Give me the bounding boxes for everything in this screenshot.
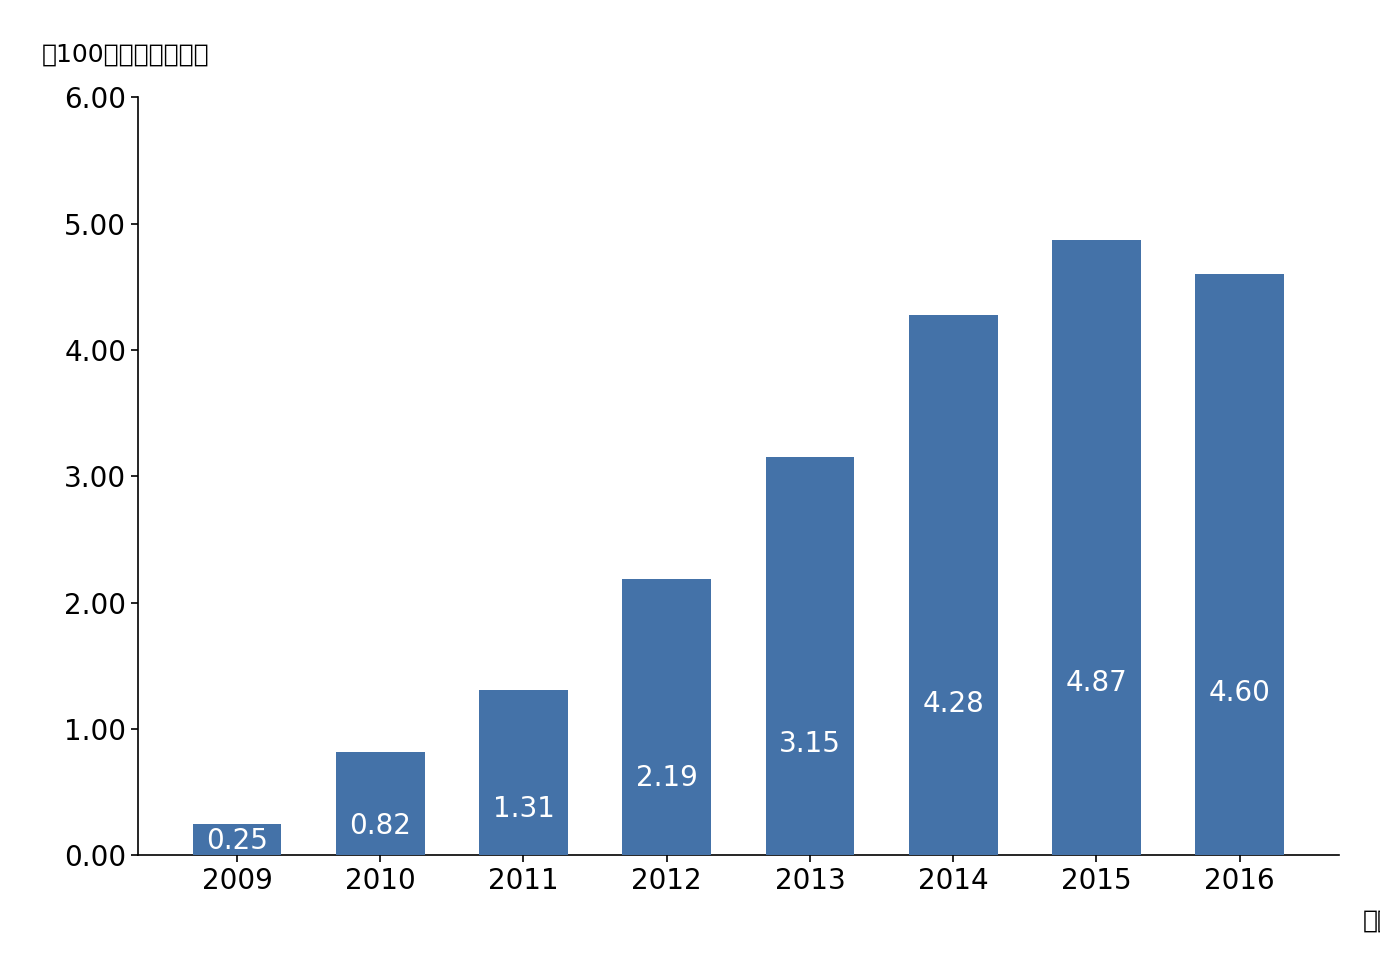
Text: 4.28: 4.28 [922,690,984,718]
Bar [766,457,854,855]
Text: （100万バレル／日）: （100万バレル／日） [41,43,210,67]
Bar [1052,240,1141,855]
Bar [479,690,567,855]
Text: 0.82: 0.82 [349,813,411,841]
Text: （年）: （年） [1362,909,1380,932]
Bar [622,578,711,855]
Text: 3.15: 3.15 [778,730,840,758]
Text: 1.31: 1.31 [493,795,555,823]
Text: 0.25: 0.25 [206,827,268,855]
Bar [1195,274,1283,855]
Bar [909,315,998,855]
Text: 4.87: 4.87 [1065,669,1127,697]
Text: 2.19: 2.19 [636,764,698,792]
Text: 4.60: 4.60 [1209,678,1271,707]
Bar [193,824,282,855]
Bar [335,751,425,855]
